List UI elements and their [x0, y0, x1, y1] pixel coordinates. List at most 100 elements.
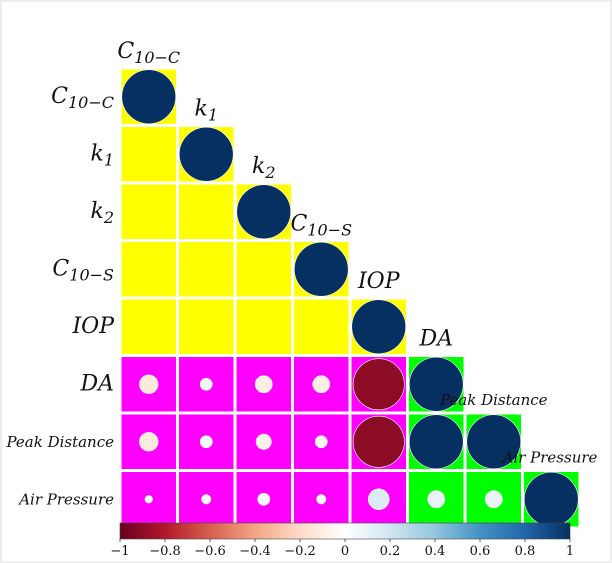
matrix-cell	[178, 298, 235, 355]
matrix-cell	[235, 183, 292, 240]
correlation-circle	[312, 375, 331, 394]
matrix-cell	[465, 413, 522, 470]
correlation-circle	[255, 433, 272, 450]
colorbar: −1 −0.8 −0.6 −0.4 −0.2 0 0.2 0.4 0.6 0.8 1	[110, 522, 574, 559]
cell-background	[293, 356, 350, 413]
correlation-circle	[121, 69, 177, 125]
cell-background	[178, 298, 235, 355]
matrix-cell	[293, 241, 350, 298]
correlation-circle	[523, 471, 579, 527]
matrix-cell	[235, 413, 292, 470]
correlation-circle	[316, 494, 327, 505]
row-label-c-10-c: C10−C	[51, 84, 114, 112]
row-label-air-pressure: Air Pressure	[17, 490, 114, 508]
correlation-circle	[408, 414, 464, 470]
correlation-circle	[201, 494, 212, 505]
matrix-cell	[293, 298, 350, 355]
matrix-cell	[120, 241, 177, 298]
colorbar-tick-label: −0.8	[149, 544, 181, 559]
correlation-circle	[178, 126, 234, 182]
row-label-k-2: k2	[90, 199, 114, 227]
matrix-cell	[178, 126, 235, 183]
cell-background	[235, 241, 292, 298]
column-label-k-2: k2	[252, 154, 276, 182]
matrix-cell	[235, 356, 292, 413]
column-label-da: DA	[418, 327, 453, 352]
matrix-cell	[523, 471, 580, 528]
matrix-cell	[235, 241, 292, 298]
correlation-circle	[408, 356, 464, 412]
matrix-cell	[235, 471, 292, 528]
matrix-cell	[120, 413, 177, 470]
column-label-air-pressure: Air Pressure	[501, 449, 598, 467]
colorbar-tick-label: 1	[566, 544, 574, 559]
matrix-cell	[120, 356, 177, 413]
matrix-cell	[408, 471, 465, 528]
column-label-iop: IOP	[357, 269, 401, 294]
matrix-cell	[293, 356, 350, 413]
column-label-c-10-s: C10−S	[290, 212, 352, 240]
matrix-cell	[120, 298, 177, 355]
correlation-circle	[236, 184, 292, 240]
correlation-circle	[352, 358, 405, 411]
correlation-circle	[314, 435, 328, 449]
correlation-circle	[466, 414, 522, 470]
colorbar-tick-label: 0.8	[515, 544, 536, 559]
matrix-cell	[120, 471, 177, 528]
colorbar-tick-label: −0.4	[239, 544, 271, 559]
colorbar-gradient	[119, 522, 571, 540]
matrix-cell	[350, 413, 407, 470]
matrix-cell	[235, 298, 292, 355]
correlation-circle	[427, 490, 446, 509]
cell-background	[120, 241, 177, 298]
colorbar-tick-label: 0	[341, 544, 349, 559]
cell-background	[235, 298, 292, 355]
matrix-cells	[120, 68, 580, 528]
correlation-circle	[293, 241, 349, 297]
correlation-circle	[199, 435, 213, 449]
colorbar-tick-label: 0.6	[470, 544, 491, 559]
correlation-circle	[352, 415, 405, 468]
matrix-cell	[465, 471, 522, 528]
matrix-cell	[293, 471, 350, 528]
matrix-cell	[120, 126, 177, 183]
matrix-cell	[408, 413, 465, 470]
matrix-cell	[350, 471, 407, 528]
cell-background	[293, 298, 350, 355]
matrix-cell	[178, 471, 235, 528]
row-label-c-10-s: C10−S	[52, 256, 114, 284]
matrix-cell	[178, 413, 235, 470]
cell-background	[178, 183, 235, 240]
row-label-iop: IOP	[71, 314, 115, 339]
colorbar-tick-label: 0.4	[425, 544, 446, 559]
cell-background	[293, 471, 350, 528]
matrix-cell	[120, 183, 177, 240]
matrix-cell	[178, 241, 235, 298]
column-label-peak-distance: Peak Distance	[439, 391, 548, 409]
correlation-circle	[139, 432, 159, 452]
colorbar-tick-label: 0.2	[380, 544, 401, 559]
matrix-cell	[178, 356, 235, 413]
matrix-cell	[408, 356, 465, 413]
row-label-peak-distance: Peak Distance	[5, 433, 114, 451]
correlation-circle	[367, 488, 390, 511]
matrix-cell	[178, 183, 235, 240]
column-label-c-10-c: C10−C	[117, 39, 180, 67]
correlation-circle	[144, 495, 153, 504]
row-label-k-1: k1	[90, 141, 114, 169]
cell-background	[120, 298, 177, 355]
matrix-cell	[120, 68, 177, 125]
cell-background	[120, 126, 177, 183]
correlation-circle	[484, 490, 503, 509]
correlation-circle	[254, 375, 273, 394]
correlation-circle	[257, 492, 271, 506]
correlation-circle	[351, 299, 407, 355]
cell-background	[178, 241, 235, 298]
cell-background	[120, 183, 177, 240]
matrix-cell	[293, 413, 350, 470]
correlation-circle	[199, 377, 213, 391]
correlation-circle	[139, 374, 159, 394]
colorbar-tick-label: −1	[110, 544, 129, 559]
